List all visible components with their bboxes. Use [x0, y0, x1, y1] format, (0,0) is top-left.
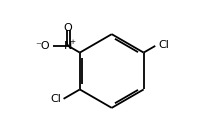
Text: ⁻O: ⁻O — [35, 41, 50, 51]
Text: O: O — [64, 23, 73, 33]
Text: +: + — [69, 39, 75, 45]
Text: Cl: Cl — [50, 94, 61, 105]
Text: Cl: Cl — [158, 40, 169, 50]
Text: N: N — [64, 41, 72, 51]
